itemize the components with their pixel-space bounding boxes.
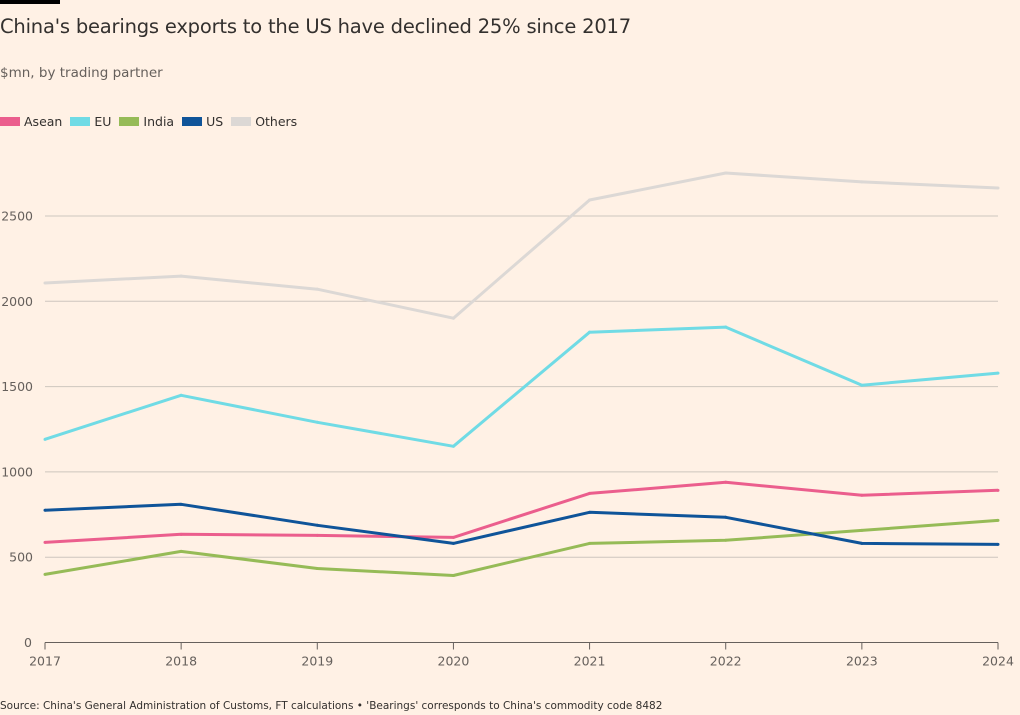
legend-swatch [0, 117, 20, 126]
legend-swatch [70, 117, 91, 126]
data-point-asean-2024 [996, 488, 1000, 492]
data-point-india-2019 [315, 566, 319, 570]
x-tick-label: 2024 [982, 654, 1014, 669]
series-line-us [44, 502, 999, 546]
data-point-asean-2021 [588, 491, 592, 495]
data-point-eu-2018 [179, 393, 183, 397]
y-tick-label: 2000 [1, 294, 33, 309]
x-tick-label: 2020 [438, 654, 470, 669]
legend-swatch [231, 117, 252, 126]
data-point-eu-2020 [451, 444, 455, 448]
data-point-others-2017 [43, 281, 47, 285]
y-tick-label: 500 [9, 550, 33, 565]
x-tick-label: 2019 [301, 654, 333, 669]
x-tick-label: 2023 [846, 654, 878, 669]
legend-label: US [206, 114, 224, 129]
data-point-us-2019 [315, 523, 319, 527]
y-tick-label: 0 [24, 635, 32, 650]
legend-swatch [119, 117, 140, 126]
legend-item-eu: EU [70, 114, 111, 129]
series-line-india [44, 518, 999, 577]
series-line-asean [44, 480, 999, 544]
data-point-india-2020 [451, 573, 455, 577]
legend-swatch [182, 117, 203, 126]
legend-item-india: India [119, 114, 174, 129]
y-tick-label: 2500 [1, 209, 33, 224]
data-point-eu-2022 [724, 325, 728, 329]
data-point-asean-2017 [43, 540, 47, 544]
x-tick-label: 2022 [710, 654, 742, 669]
data-point-india-2018 [179, 549, 183, 553]
data-point-us-2024 [996, 542, 1000, 546]
data-point-asean-2023 [860, 493, 864, 497]
data-point-others-2019 [315, 287, 319, 291]
chart-title: China's bearings exports to the US have … [0, 15, 631, 38]
data-point-others-2020 [451, 316, 455, 320]
legend-item-asean: Asean [0, 114, 62, 129]
data-point-asean-2019 [315, 533, 319, 537]
legend-label: India [143, 114, 175, 129]
legend-item-others: Others [231, 114, 297, 129]
x-tick-label: 2021 [574, 654, 606, 669]
data-point-us-2020 [451, 541, 455, 545]
legend-label: Asean [24, 114, 63, 129]
data-point-eu-2024 [996, 371, 1000, 375]
y-tick-label: 1000 [1, 464, 33, 479]
data-point-eu-2017 [43, 437, 47, 441]
ft-brand-bar [0, 0, 60, 4]
data-point-others-2021 [588, 198, 592, 202]
chart-subtitle: $mn, by trading partner [0, 65, 163, 81]
series-line-eu [44, 325, 999, 448]
data-point-us-2022 [724, 515, 728, 519]
data-point-others-2023 [860, 180, 864, 184]
x-tick-label: 2018 [165, 654, 197, 669]
data-point-us-2023 [860, 541, 864, 545]
data-point-us-2018 [179, 502, 183, 506]
data-point-others-2024 [996, 186, 1000, 190]
data-point-india-2017 [43, 572, 47, 576]
y-tick-label: 1500 [1, 379, 33, 394]
data-point-others-2022 [724, 171, 728, 175]
legend: Asean EU India US Others [0, 114, 305, 129]
data-point-asean-2018 [179, 532, 183, 536]
data-point-asean-2022 [724, 480, 728, 484]
legend-item-us: US [182, 114, 223, 129]
data-point-others-2018 [179, 274, 183, 278]
data-point-eu-2023 [860, 383, 864, 387]
x-tick-label: 2017 [29, 654, 61, 669]
data-point-asean-2020 [451, 535, 455, 539]
data-point-india-2023 [860, 528, 864, 532]
data-point-us-2021 [588, 510, 592, 514]
legend-label: Others [255, 114, 298, 129]
data-point-eu-2021 [588, 330, 592, 334]
legend-label: EU [94, 114, 112, 129]
line-chart: 0 500 1000 1500 2000 2500 2017 2018 2019 2020 202… [1, 171, 1014, 669]
data-point-eu-2019 [315, 420, 319, 424]
series-line-others [44, 171, 999, 320]
data-point-india-2024 [996, 518, 1000, 522]
data-point-us-2017 [43, 508, 47, 512]
data-point-india-2022 [724, 538, 728, 542]
data-point-india-2021 [588, 541, 592, 545]
source-note: Source: China's General Administration o… [0, 700, 663, 712]
